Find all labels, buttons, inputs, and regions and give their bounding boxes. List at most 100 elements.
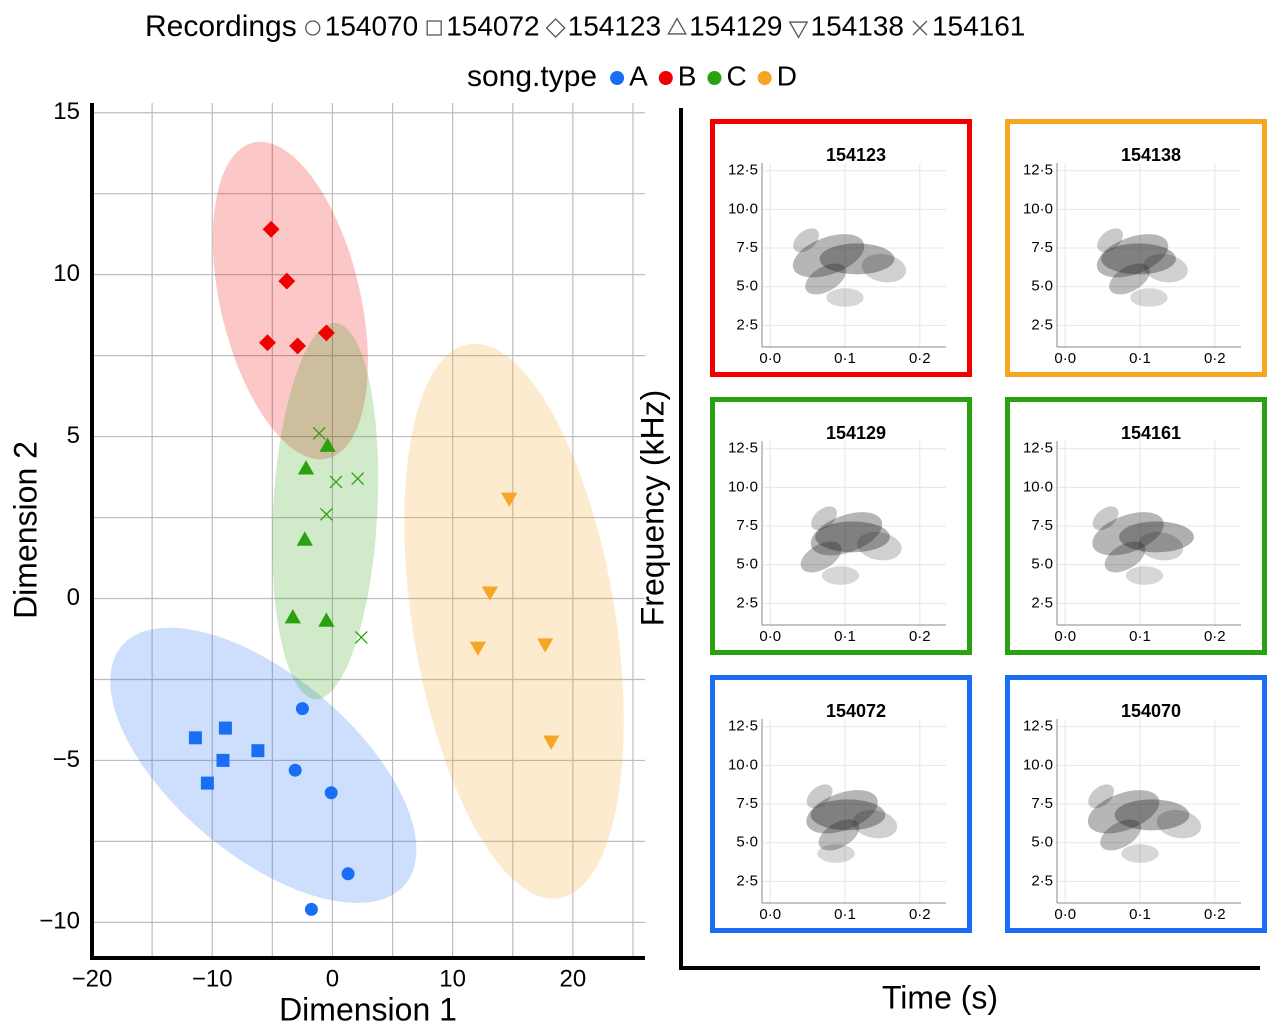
spectrogram-grid: Time (s) Frequency (kHz) 154123 0·0 0·1 0·2 2·… [634,108,1267,1015]
spectrogram-blob [810,799,886,831]
legend-label: C [726,60,746,91]
y-tick-label: 5·0 [1031,556,1053,573]
spectrogram-blob [1121,844,1159,863]
y-tick-label: 7·5 [736,239,758,256]
y-tick-label: 5·0 [1031,278,1053,295]
legend-symbol [658,71,673,85]
y-tick-label: −10 [39,908,80,935]
legend-symbol [426,20,442,36]
y-tick-label: 15 [53,98,80,125]
x-tick-label: 0·1 [1129,350,1151,367]
point [324,786,338,800]
legend-symbol [667,17,687,35]
point [537,638,554,653]
point [543,735,560,750]
y-tick-label: 7·5 [1031,517,1053,534]
point [318,612,335,627]
spectrogram-blob [818,819,860,851]
x-tick-label: 0·1 [1129,906,1151,923]
panel-title: 154129 [826,423,886,443]
y-tick-label: 2·5 [736,594,758,611]
point [354,630,368,644]
y-tick-label: 2·5 [1031,316,1053,333]
legend-label: B [678,60,697,91]
point [284,609,301,624]
x-tick-label: 0·2 [909,906,931,923]
spectrogram-blob [1114,799,1190,831]
x-tick-label: 0·0 [759,628,781,645]
y-tick-label: 5 [67,422,80,449]
spectrogram-blob [1156,809,1202,839]
spectrogram-blob [1092,512,1164,556]
spectrogram-blob [1104,541,1146,573]
y-tick-label: 12·5 [728,440,758,457]
spectrogram-blob [1088,784,1115,809]
y-tick-label: 10·0 [1023,200,1053,217]
spectrogram-panel: 154123 0·0 0·1 0·2 2·5 5·0 7·5 10·0 12·5 [710,119,972,377]
confidence-ellipse [110,627,417,903]
point [317,324,335,342]
spectrogram-blob [852,809,898,839]
y-tick-label: 12·5 [1023,162,1053,179]
y-tick-label: 10·0 [728,756,758,773]
x-tick-label: 0·0 [1054,628,1076,645]
y-tick-label: 0 [67,584,80,611]
point [251,744,265,758]
y-tick-label: 5·0 [1031,834,1053,851]
y-tick-label: 12·5 [728,718,758,735]
legend-label: 154072 [446,10,539,41]
point [262,220,280,238]
legend-label: 154129 [689,10,782,41]
y-tick-label: 5·0 [736,278,758,295]
point [278,272,296,290]
spectrogram-blob [1130,288,1168,307]
spectrogram-blob [806,784,833,809]
point [304,902,318,916]
legend-symbol [788,21,809,39]
y-tick-label: 5·0 [736,556,758,573]
point [296,531,313,546]
spectrogram-blob [1087,790,1160,834]
legend-label: A [629,60,648,91]
spectrogram-blob [1101,243,1176,275]
y-axis-title: Dimension 2 [7,441,43,619]
y-tick-label: 12·5 [1023,440,1053,457]
spectrogram-panel: 154129 0·0 0·1 0·2 2·5 5·0 7·5 10·0 12·5 [710,397,972,655]
point [188,731,202,745]
spectrogram-blob [826,288,864,307]
point [297,460,315,475]
point [469,641,487,656]
y-tick-label: 12·5 [1023,718,1053,735]
legend-symbol [757,71,772,85]
x-tick-label: 0 [326,965,339,992]
spectrogram-blob [861,253,907,283]
x-tick-label: 0·2 [909,628,931,645]
spectrogram-blob [1143,253,1188,283]
x-tick-label: 0·1 [1129,628,1151,645]
y-tick-label: 2·5 [1031,872,1053,889]
spectrogram-blob [821,566,860,585]
legend-label: 154070 [325,10,418,41]
x-tick-label: 0·1 [834,628,856,645]
point [216,753,230,767]
point [319,507,333,521]
spectrogram-blob [1096,234,1169,278]
x-tick-label: 20 [560,965,587,992]
spectrogram-blob [806,790,878,834]
spectrogram-blob [1097,228,1124,253]
x-tick-label: 0·0 [759,906,781,923]
scatter-plot: −20 −10 0 10 20 −10 −5 0 5 10 15 Dimension 1 Dimensi… [7,10,1025,1025]
x-tick-label: −20 [72,965,113,992]
point [312,426,326,440]
x-tick-label: 0·2 [1204,628,1226,645]
x-tick-label: 0·1 [834,350,856,367]
x-tick-label: 0·1 [834,906,856,923]
point [218,721,232,735]
panel-title: 154161 [1121,423,1181,443]
spectrogram-panel: 154070 0·0 0·1 0·2 2·5 5·0 7·5 10·0 12·5 [1005,675,1267,933]
y-axis-title: Frequency (kHz) [634,390,670,627]
spectrogram-blob [793,228,820,253]
spectrogram-blob [1125,566,1164,585]
point [329,475,343,489]
